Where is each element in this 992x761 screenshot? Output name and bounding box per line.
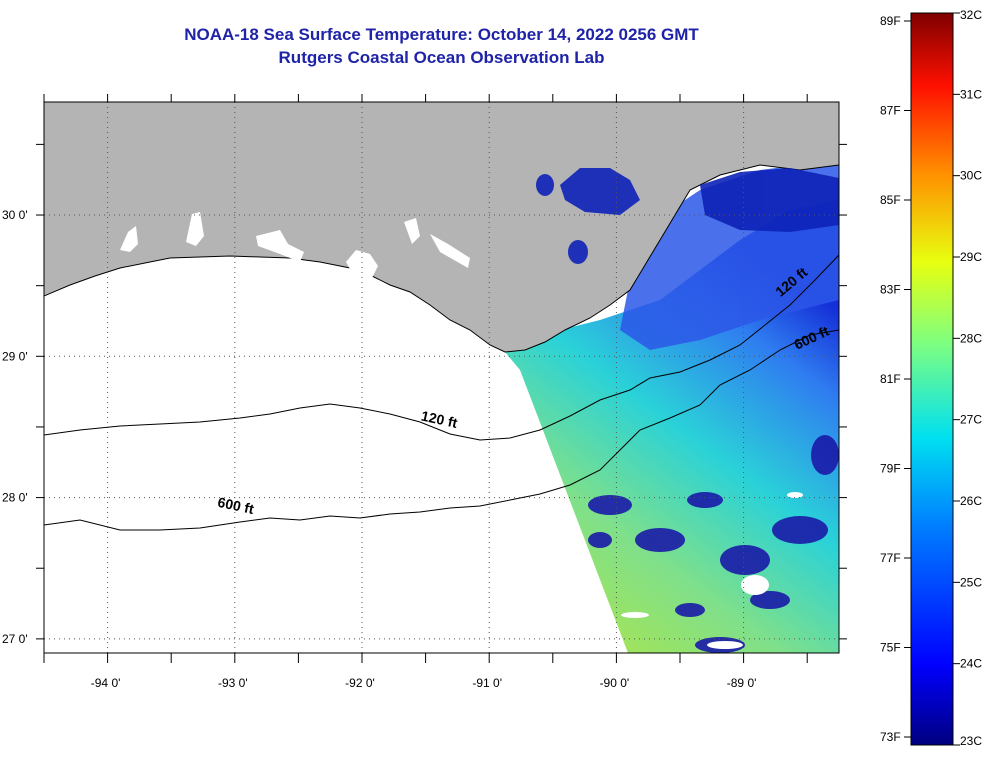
lon-tick-label: -91 0' — [472, 676, 502, 690]
contour-label: 120 ft — [420, 408, 459, 431]
bathymetry-contours — [44, 254, 839, 531]
lat-tick-label: 27 0' — [2, 632, 28, 646]
map-title: NOAA-18 Sea Surface Temperature: October… — [184, 25, 699, 44]
colorbar-c-label: 28C — [960, 331, 982, 345]
colorbar-c-label: 29C — [960, 250, 982, 264]
lon-tick-label: -89 0' — [727, 676, 757, 690]
contour-120ft-west — [44, 254, 839, 441]
colorbar-c-label: 25C — [960, 575, 982, 589]
lon-tick-label: -92 0' — [345, 676, 375, 690]
map-subtitle: Rutgers Coastal Ocean Observation Lab — [278, 48, 605, 67]
colorbar-f-label: 79F — [880, 462, 901, 476]
colorbar-f-label: 89F — [880, 14, 901, 28]
lat-tick-label: 29 0' — [2, 349, 28, 363]
land — [44, 102, 839, 353]
lon-tick-label: -93 0' — [218, 676, 248, 690]
colorbar-f-label: 73F — [880, 730, 901, 744]
colorbar-c-label: 32C — [960, 8, 982, 22]
colorbar-c-label: 26C — [960, 494, 982, 508]
inland-water — [120, 212, 470, 294]
map-frame — [43, 101, 840, 654]
colorbar-f-label: 81F — [880, 372, 901, 386]
lat-tick-label: 30 0' — [2, 208, 28, 222]
colorbar-c-label: 31C — [960, 87, 982, 101]
colorbar-c-label: 27C — [960, 413, 982, 427]
cold-water-patches — [536, 168, 839, 264]
colorbar-c-label: 30C — [960, 169, 982, 183]
contour-label: 600 ft — [216, 494, 255, 517]
colorbar-f-label: 83F — [880, 283, 901, 297]
contour-600ft-west — [44, 329, 839, 531]
colorbar-f-label: 77F — [880, 551, 901, 565]
colorbar — [910, 12, 954, 746]
colorbar-c-label: 24C — [960, 657, 982, 671]
colorbar-f-label: 75F — [880, 641, 901, 655]
lon-tick-label: -90 0' — [600, 676, 630, 690]
lat-tick-label: 28 0' — [2, 491, 28, 505]
colorbar-f-label: 85F — [880, 193, 901, 207]
colorbar-f-label: 87F — [880, 104, 901, 118]
lon-tick-label: -94 0' — [91, 676, 121, 690]
colorbar-c-label: 23C — [960, 734, 982, 748]
